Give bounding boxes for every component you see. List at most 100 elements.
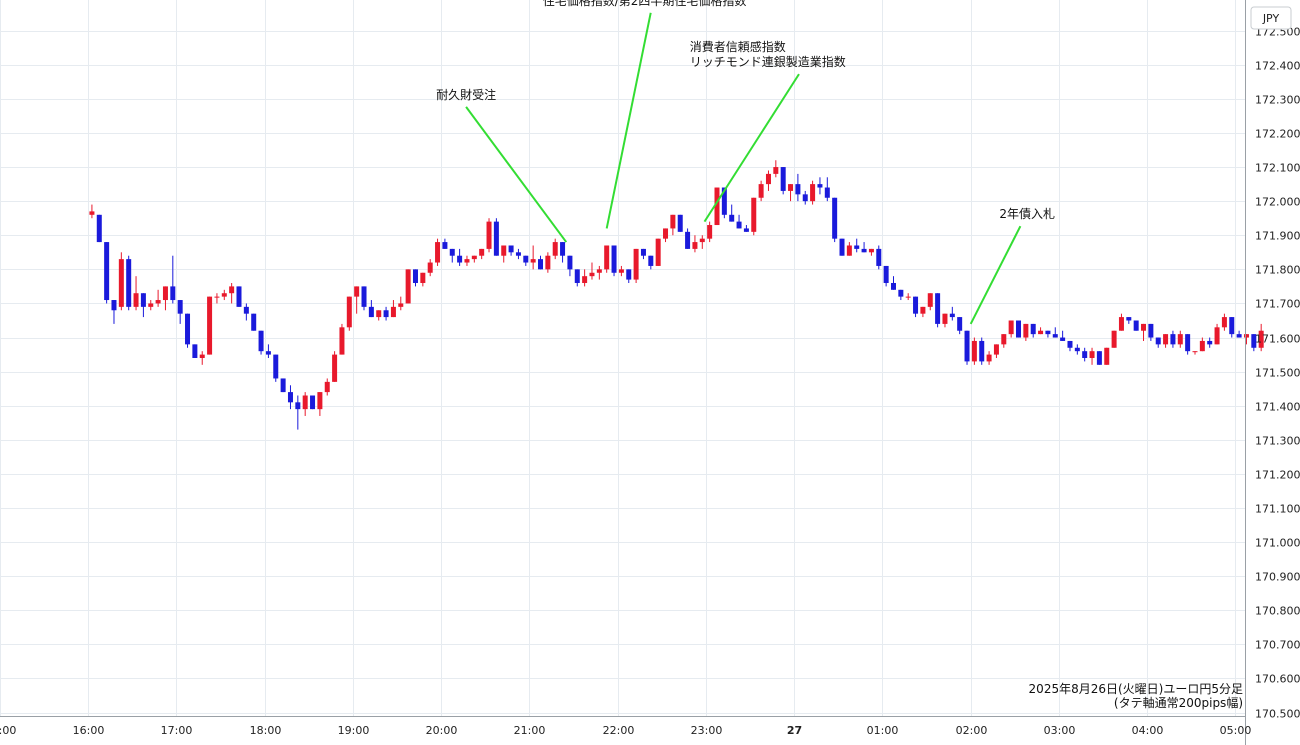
- candle: [780, 167, 786, 195]
- currency-box[interactable]: JPY: [1250, 6, 1292, 30]
- candle-body: [788, 184, 794, 191]
- candle: [1170, 330, 1176, 348]
- candle: [1111, 330, 1117, 348]
- candle-body: [420, 272, 426, 283]
- candle-body: [398, 303, 404, 307]
- candle: [508, 245, 514, 256]
- candle: [942, 313, 948, 328]
- candle: [214, 293, 220, 304]
- candle: [1148, 323, 1154, 341]
- candle-body: [89, 211, 95, 215]
- candle: [1030, 323, 1036, 338]
- candle-body: [883, 265, 889, 283]
- candle: [523, 255, 529, 266]
- candle: [332, 351, 338, 382]
- candle-body: [1096, 351, 1102, 365]
- candle: [1060, 330, 1066, 341]
- candle: [1177, 330, 1183, 348]
- y-axis-ticks[interactable]: 172.500172.400172.300172.200172.100172.0…: [1255, 26, 1300, 721]
- x-tick-label: 15:00: [0, 724, 16, 737]
- candle-body: [655, 238, 661, 266]
- candle-body: [1229, 317, 1235, 335]
- candle-body: [971, 340, 977, 362]
- x-tick-label: 22:00: [603, 724, 635, 737]
- candle: [251, 313, 257, 331]
- candle: [148, 300, 154, 311]
- y-tick-label: 172.200: [1255, 128, 1300, 141]
- y-tick-label: 172.000: [1255, 196, 1300, 209]
- candle: [795, 173, 801, 202]
- candle: [1251, 334, 1257, 352]
- candle-body: [383, 310, 389, 318]
- candle: [1016, 320, 1022, 338]
- candle-body: [611, 245, 617, 273]
- candle-body: [846, 245, 852, 256]
- caption-line-1: 2025年8月26日(火曜日)ユーロ円5分足: [1029, 682, 1243, 696]
- candle-body: [626, 269, 632, 280]
- candle: [898, 289, 904, 301]
- candle: [979, 337, 985, 365]
- candle-body: [670, 214, 676, 229]
- candle-body: [280, 378, 286, 393]
- candle-body: [1207, 340, 1213, 345]
- candle-body: [486, 221, 492, 249]
- candle-body: [780, 167, 786, 191]
- candle: [802, 190, 808, 205]
- candle-body: [118, 259, 124, 307]
- candle-body: [868, 248, 874, 253]
- candle: [236, 286, 242, 307]
- candle: [993, 344, 999, 358]
- y-tick-label: 172.400: [1255, 60, 1300, 73]
- candle-body: [765, 173, 771, 185]
- candle-body: [457, 255, 463, 263]
- candle: [670, 214, 676, 236]
- y-tick-label: 171.400: [1255, 401, 1300, 414]
- candle-body: [648, 255, 654, 266]
- candle-body: [302, 395, 308, 410]
- candle: [699, 235, 705, 249]
- candle: [964, 330, 970, 365]
- x-axis-ticks[interactable]: 15:00 16:00 17:00 18:00 19:00 20:00 21:00 22:00…: [0, 724, 1251, 737]
- candle-body: [471, 255, 477, 260]
- candle: [464, 255, 470, 266]
- candle: [913, 296, 919, 318]
- candle-body: [1052, 334, 1058, 338]
- candle-body: [1163, 334, 1169, 345]
- candle: [287, 385, 293, 410]
- candle: [567, 255, 573, 277]
- candle-body: [530, 259, 536, 263]
- candle: [449, 248, 455, 263]
- candle-body: [1074, 347, 1080, 352]
- candle: [1207, 337, 1213, 348]
- candle: [714, 187, 720, 226]
- candle: [883, 265, 889, 287]
- candle-body: [427, 262, 433, 273]
- candle-body: [663, 228, 669, 239]
- candle-body: [1133, 320, 1139, 331]
- candle-body: [1251, 334, 1257, 348]
- chart-caption: 2025年8月26日(火曜日)ユーロ円5分足 (タテ軸通常200pips幅): [1029, 682, 1243, 710]
- candle: [692, 235, 698, 253]
- candle-body: [832, 197, 838, 239]
- candle-body: [287, 392, 293, 403]
- candle-body: [574, 269, 580, 283]
- candle: [986, 351, 992, 365]
- candle: [810, 180, 816, 205]
- candle-body: [162, 286, 168, 301]
- candle: [199, 351, 205, 365]
- y-tick-label: 171.200: [1255, 469, 1300, 482]
- x-tick-label: 21:00: [514, 724, 546, 737]
- annotation-label: 耐久財受注: [436, 87, 496, 102]
- candle-body: [412, 269, 418, 283]
- candle-body: [567, 255, 573, 270]
- candle-body: [964, 330, 970, 362]
- candle: [633, 248, 639, 283]
- y-tick-label: 170.800: [1255, 605, 1300, 618]
- candle: [1185, 334, 1191, 355]
- x-tick-label: 23:00: [691, 724, 723, 737]
- candle-body: [1148, 323, 1154, 338]
- candle: [707, 221, 713, 243]
- x-tick-label: 27: [787, 724, 802, 737]
- candle: [383, 306, 389, 321]
